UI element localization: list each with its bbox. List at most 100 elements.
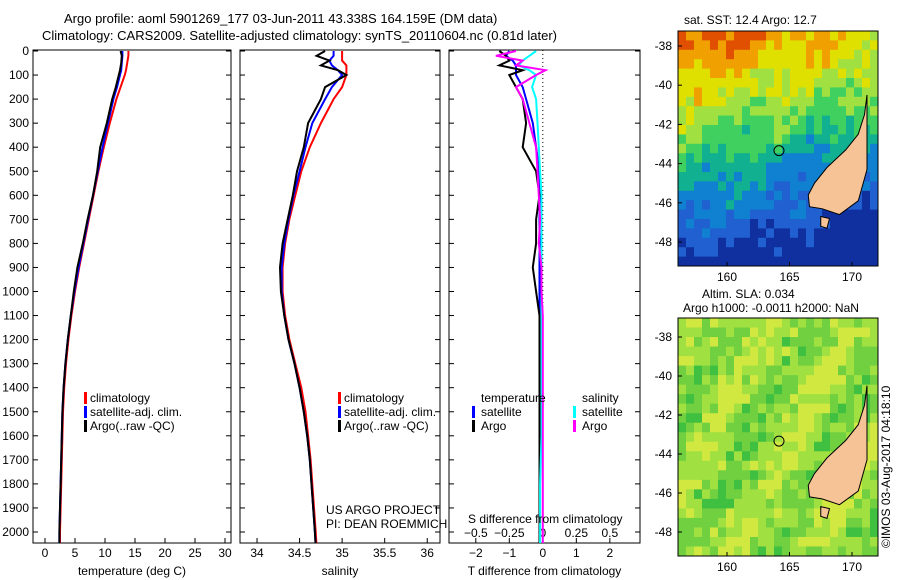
map-cell: [678, 517, 687, 528]
map-cell: [710, 40, 719, 51]
map-cell: [742, 190, 751, 201]
map-cell: [694, 356, 703, 367]
map-cell: [838, 508, 847, 519]
map-cell: [678, 375, 687, 386]
map-cell: [806, 59, 815, 70]
map-cell: [726, 181, 735, 192]
map-cell: [782, 327, 791, 338]
x-tick-label: 36: [421, 546, 435, 560]
map-cell: [774, 489, 783, 500]
x-tick-label: 30: [218, 546, 232, 560]
map-cell: [766, 413, 775, 424]
legend-swatch-s-argo: [573, 420, 576, 432]
map-cell: [750, 143, 759, 154]
lon-tick-label: 170: [842, 270, 862, 284]
map-cell: [774, 172, 783, 182]
map-cell: [702, 365, 711, 376]
map-cell: [694, 479, 703, 490]
map-cell: [686, 200, 695, 211]
map-cell: [702, 318, 711, 329]
map-cell: [870, 181, 878, 192]
new-zealand-land: [807, 385, 868, 506]
map-cell: [782, 87, 791, 98]
map-cell: [750, 432, 759, 443]
map-cell: [790, 237, 799, 248]
map-cell: [814, 365, 823, 376]
map-cell: [758, 318, 767, 329]
map-cell: [734, 337, 743, 348]
map-cell: [702, 143, 711, 154]
map-cell: [734, 365, 743, 376]
map-cell: [702, 172, 711, 182]
map-cell: [838, 536, 847, 547]
map-cell: [726, 87, 735, 98]
map-cell: [798, 106, 807, 117]
map-cell: [710, 96, 719, 107]
map-cell: [718, 96, 727, 107]
map-cell: [846, 394, 855, 405]
map-cell: [862, 536, 871, 547]
map-cell: [678, 96, 687, 107]
map-cell: [686, 422, 695, 433]
map-cell: [790, 498, 799, 509]
map-cell: [694, 228, 703, 239]
map-cell: [702, 162, 711, 173]
map-cell: [758, 479, 767, 490]
sst-map-title: sat. SST: 12.4 Argo: 12.7: [684, 13, 817, 27]
legend-label: Argo: [582, 419, 608, 433]
legend-label: climatology: [344, 391, 404, 405]
map-cell: [806, 365, 815, 376]
map-cell: [694, 508, 703, 519]
map-cell: [814, 134, 823, 145]
map-cell: [870, 87, 878, 98]
map-cell: [798, 219, 807, 229]
map-cell: [686, 219, 695, 229]
temperature-panel: 0 5 10 15 20 25 30 temperature (deg C) 0 100 200 30…: [2, 44, 232, 578]
sla_map: -38 -40 -42 -44 -46 -48 160 165 170: [655, 317, 879, 574]
map-cell: [694, 162, 703, 173]
map-cell: [870, 78, 878, 88]
map-cell: [814, 162, 823, 173]
map-cell: [870, 31, 878, 41]
map-cell: [822, 143, 831, 154]
map-cell: [710, 153, 719, 164]
map-cell: [710, 143, 719, 154]
map-cell: [822, 318, 831, 329]
map-cell: [686, 228, 695, 239]
s-difference-axis-label: S difference from climatology: [468, 512, 623, 526]
map-cell: [718, 451, 727, 462]
map-cell: [774, 162, 783, 173]
map-cell: [742, 181, 751, 192]
map-cell: [734, 432, 743, 443]
map-cell: [710, 413, 719, 424]
map-cell: [798, 31, 807, 41]
map-cell: [694, 346, 703, 357]
map-cell: [790, 403, 799, 414]
map-cell: [718, 394, 727, 405]
map-cell: [758, 78, 767, 88]
map-cell: [846, 68, 855, 79]
map-cell: [742, 106, 751, 117]
map-cell: [806, 134, 815, 145]
map-cell: [870, 40, 878, 51]
map-cell: [766, 219, 775, 229]
map-cell: [678, 327, 687, 338]
map-cell: [678, 365, 687, 376]
map-cell: [782, 209, 791, 220]
stewart-island-land: [820, 506, 831, 519]
map-cell: [854, 96, 863, 107]
map-cell: [758, 31, 767, 41]
map-cell: [718, 200, 727, 211]
map-cell: [822, 87, 831, 98]
map-cell: [758, 190, 767, 201]
map-cell: [806, 31, 815, 41]
map-cell: [686, 237, 695, 248]
map-cell: [870, 432, 878, 443]
map-cell: [694, 422, 703, 433]
map-cell: [718, 337, 727, 348]
map-cell: [830, 31, 839, 41]
map-cell: [806, 432, 815, 443]
map-cell: [750, 375, 759, 386]
map-cell: [758, 40, 767, 51]
map-cell: [742, 517, 751, 528]
